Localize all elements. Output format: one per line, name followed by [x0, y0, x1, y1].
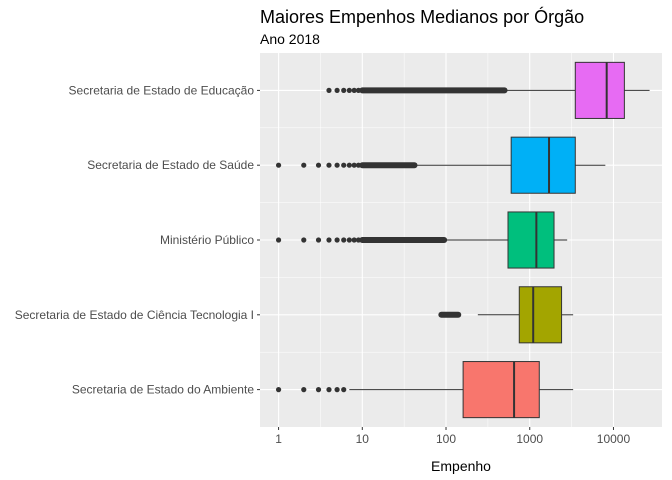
outlier-point: [315, 387, 322, 393]
outlier-point: [351, 87, 357, 93]
y-tick-label: Secretaria de Estado de Saúde: [87, 158, 254, 172]
outlier-point: [346, 237, 352, 243]
box-layer: [275, 61, 650, 419]
outlier-point: [359, 87, 365, 93]
outlier-point: [275, 387, 282, 393]
outlier-point: [326, 387, 332, 393]
x-axis-title: Empenho: [431, 458, 491, 474]
x-tick-label: 100: [436, 432, 456, 446]
outlier-band: [359, 237, 448, 243]
outlier-point: [351, 162, 357, 168]
box-group: [275, 136, 606, 194]
outlier-point: [334, 87, 340, 93]
outlier-point: [346, 162, 352, 168]
y-tick-label: Secretaria de Estado do Ambiente: [72, 383, 254, 397]
outlier-point: [315, 237, 322, 243]
outlier-point: [355, 237, 362, 243]
x-tick-label: 1: [275, 432, 282, 446]
box: [507, 211, 555, 269]
outlier-band: [359, 162, 418, 169]
chart-title: Maiores Empenhos Medianos por Órgão: [260, 6, 584, 27]
outlier-point: [334, 387, 340, 393]
box: [462, 361, 540, 419]
outlier-point: [351, 237, 357, 243]
box: [510, 136, 576, 194]
box-group: [438, 286, 574, 344]
outlier-point: [301, 162, 307, 168]
box: [518, 286, 563, 344]
outlier-point: [275, 237, 282, 243]
outlier-point: [341, 237, 347, 243]
box-group: [326, 61, 650, 119]
chart-subtitle: Ano 2018: [260, 31, 320, 47]
box-group: [275, 361, 574, 419]
outlier-point: [301, 237, 307, 243]
outlier-band: [438, 311, 462, 318]
outlier-point: [326, 162, 332, 168]
box-group: [275, 211, 568, 269]
outlier-point: [315, 162, 322, 168]
outlier-band: [359, 87, 508, 94]
outlier-point: [301, 387, 307, 393]
outlier-point: [355, 162, 362, 168]
y-tick-label: Ministério Público: [160, 233, 254, 247]
outlier-point: [341, 87, 347, 93]
outlier-point: [346, 87, 352, 93]
outlier-point: [334, 237, 340, 243]
y-axis: Secretaria de Estado de Educação Secretar…: [15, 83, 260, 397]
outlier-point: [326, 237, 332, 243]
outlier-point: [275, 162, 282, 168]
x-tick-label: 10: [356, 432, 370, 446]
outlier-point: [341, 162, 347, 168]
y-tick-label: Secretaria de Estado de Ciência Tecnolog…: [15, 308, 254, 322]
outlier-point: [355, 87, 362, 93]
outlier-point: [326, 87, 332, 93]
outlier-point: [341, 387, 347, 393]
y-tick-label: Secretaria de Estado de Educação: [69, 83, 255, 97]
outlier-point: [334, 162, 340, 168]
x-tick-label: 1000: [516, 432, 543, 446]
box: [574, 61, 625, 119]
x-axis: 1 10 100 1000 10000: [275, 427, 630, 446]
x-tick-label: 10000: [597, 432, 631, 446]
